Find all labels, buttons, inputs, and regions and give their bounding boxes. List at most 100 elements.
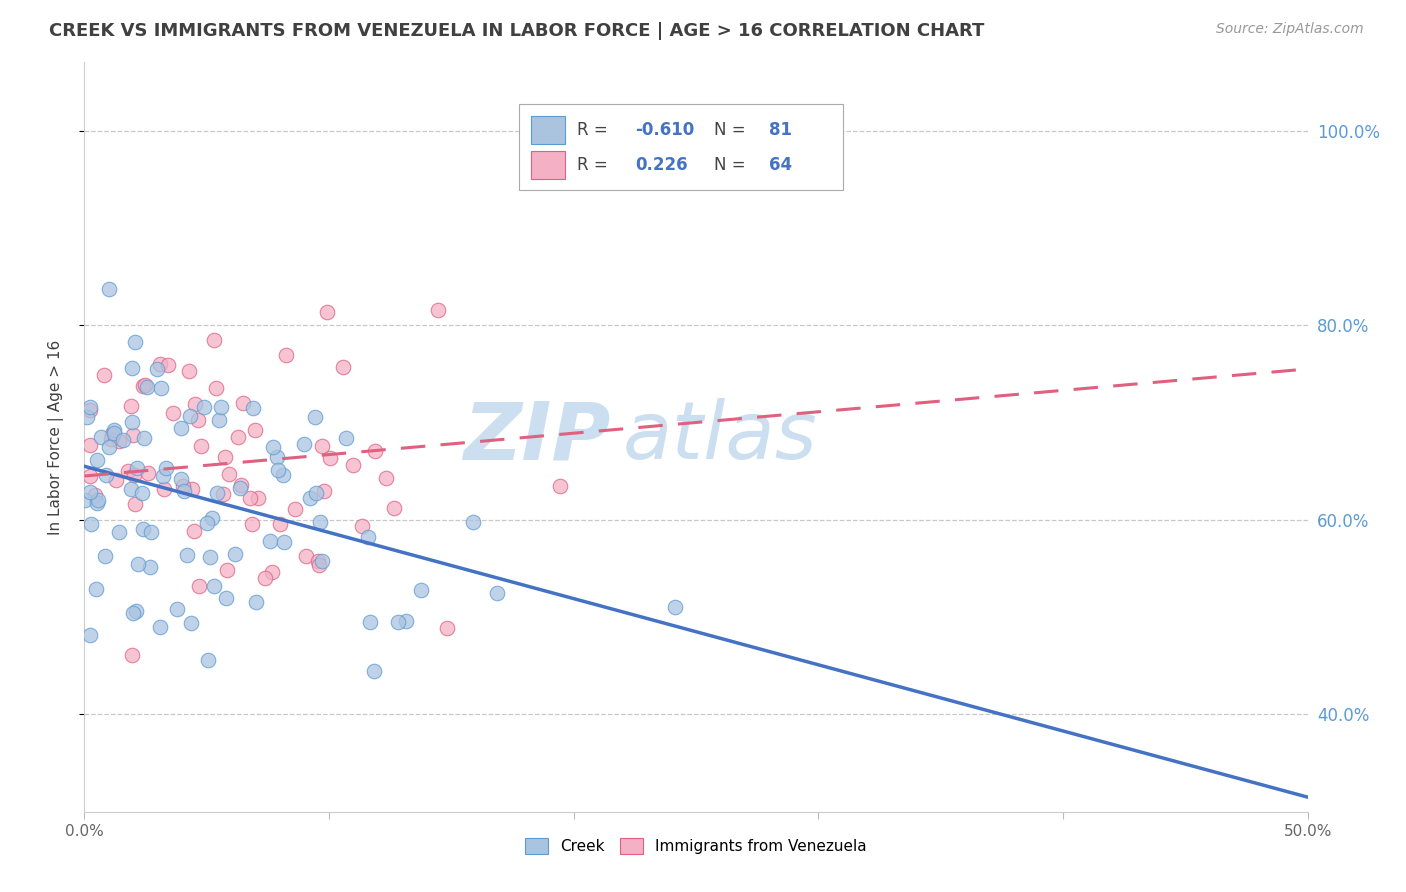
Point	[308, 515, 330, 529]
Point	[103, 423, 125, 437]
Point	[305, 485, 328, 500]
Point	[232, 396, 254, 410]
Point	[131, 485, 153, 500]
Point	[121, 415, 143, 429]
Point	[364, 444, 387, 458]
Point	[269, 516, 291, 531]
Point	[98, 282, 121, 296]
Point	[202, 333, 225, 347]
Point	[121, 361, 143, 376]
Point	[122, 606, 145, 620]
Point	[172, 479, 194, 493]
Text: R =: R =	[578, 121, 613, 139]
Point	[112, 433, 135, 447]
Point	[149, 620, 172, 634]
Text: Source: ZipAtlas.com: Source: ZipAtlas.com	[1216, 22, 1364, 37]
Point	[242, 401, 264, 415]
Point	[212, 487, 235, 501]
Point	[273, 534, 295, 549]
Point	[363, 665, 385, 679]
Point	[332, 360, 354, 375]
Point	[218, 467, 240, 481]
Point	[208, 412, 231, 426]
Point	[173, 483, 195, 498]
Point	[259, 533, 281, 548]
Point	[239, 491, 262, 505]
Point	[141, 524, 163, 539]
Point	[124, 334, 146, 349]
Point	[94, 549, 117, 564]
Point	[356, 530, 378, 544]
Text: R =: R =	[578, 156, 613, 174]
Point	[201, 511, 224, 525]
Point	[215, 591, 238, 605]
Bar	[531, 116, 565, 145]
Point	[184, 397, 207, 411]
Point	[298, 491, 321, 505]
Point	[205, 486, 228, 500]
Point	[107, 524, 129, 539]
Point	[170, 421, 193, 435]
Text: 81: 81	[769, 121, 793, 139]
Point	[101, 427, 124, 442]
Point	[149, 357, 172, 371]
Point	[224, 548, 246, 562]
Text: N =: N =	[714, 121, 751, 139]
Point	[107, 434, 129, 449]
Point	[228, 430, 250, 444]
Point	[180, 616, 202, 631]
Point	[307, 553, 329, 567]
Point	[179, 409, 201, 424]
Point	[152, 469, 174, 483]
Point	[461, 516, 484, 530]
Point	[209, 400, 232, 414]
Point	[436, 621, 458, 635]
Point	[294, 549, 316, 563]
Point	[214, 450, 236, 465]
Point	[93, 368, 115, 382]
Point	[153, 482, 176, 496]
Point	[100, 432, 122, 446]
Point	[311, 439, 333, 453]
Point	[86, 496, 108, 510]
Point	[127, 557, 149, 571]
Point	[314, 483, 336, 498]
Point	[125, 605, 148, 619]
Point	[342, 458, 364, 473]
Text: ZIP: ZIP	[463, 398, 610, 476]
Point	[122, 428, 145, 442]
Point	[104, 473, 127, 487]
Point	[120, 482, 142, 496]
Point	[304, 410, 326, 425]
Point	[76, 410, 98, 425]
Point	[245, 595, 267, 609]
Point	[294, 437, 316, 451]
Text: -0.610: -0.610	[636, 121, 695, 139]
Legend: Creek, Immigrants from Venezuela: Creek, Immigrants from Venezuela	[519, 832, 873, 860]
Point	[335, 431, 357, 445]
Point	[271, 467, 294, 482]
Point	[96, 468, 118, 483]
Point	[395, 615, 418, 629]
Text: atlas: atlas	[623, 398, 817, 476]
Point	[197, 653, 219, 667]
Point	[359, 615, 381, 630]
Point	[387, 615, 409, 630]
Point	[155, 460, 177, 475]
Point	[254, 571, 277, 585]
Point	[202, 579, 225, 593]
Point	[266, 450, 288, 464]
Point	[84, 488, 107, 502]
Point	[132, 431, 155, 445]
Point	[352, 519, 374, 533]
Point	[190, 439, 212, 453]
Point	[426, 303, 449, 318]
Point	[97, 440, 120, 454]
Point	[308, 558, 330, 573]
Text: 64: 64	[769, 156, 793, 174]
Point	[127, 461, 149, 475]
Point	[311, 554, 333, 568]
Point	[267, 463, 290, 477]
Point	[274, 348, 297, 362]
Point	[284, 502, 307, 516]
